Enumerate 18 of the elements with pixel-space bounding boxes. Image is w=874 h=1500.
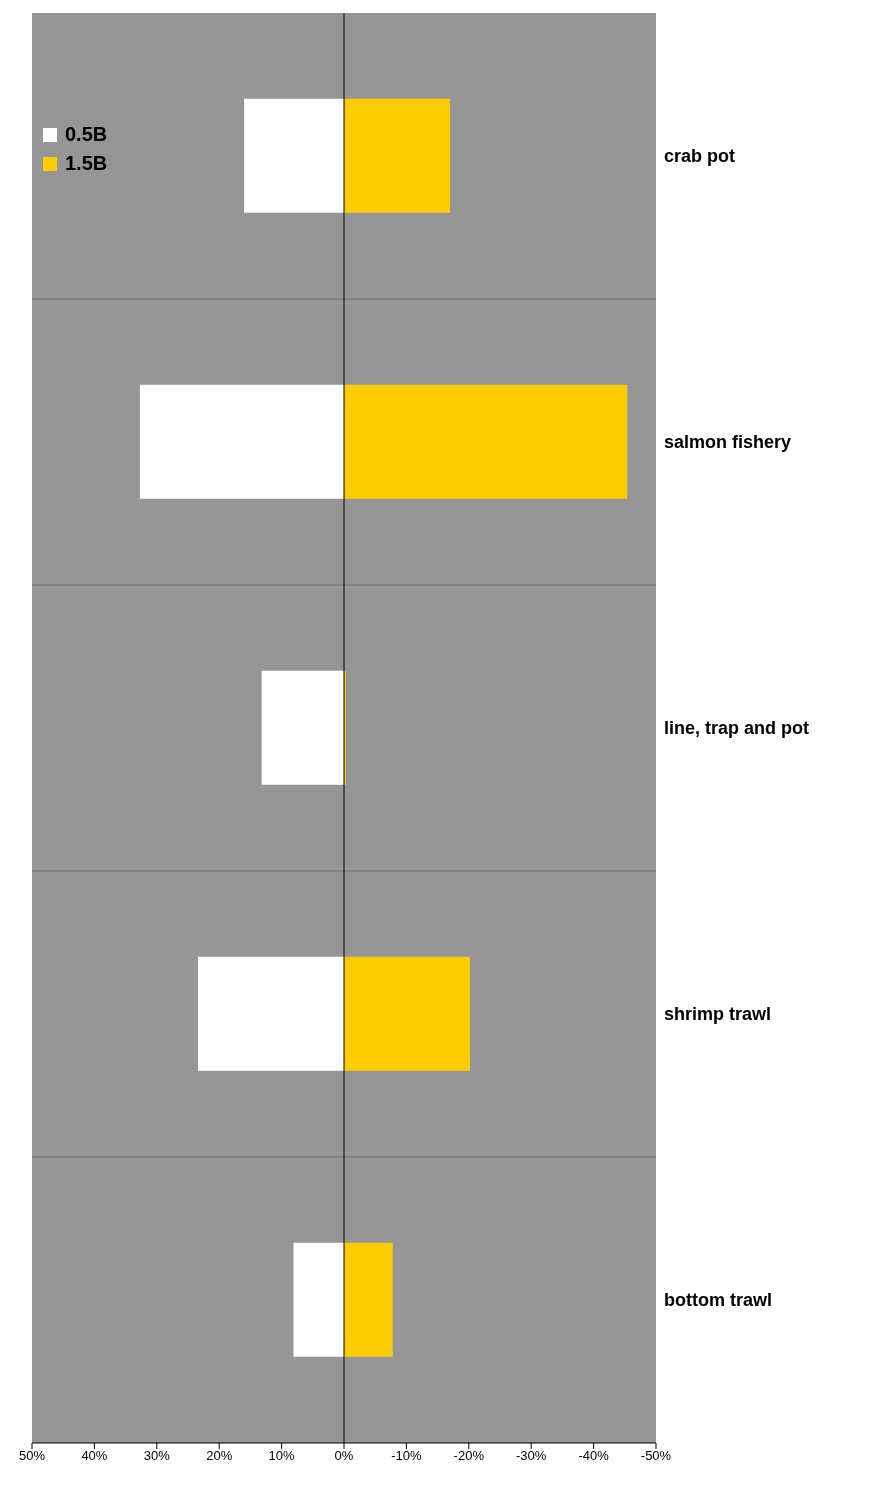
x-tick-label: -40%	[578, 1448, 610, 1464]
legend-label: 1.5B	[65, 152, 108, 175]
x-tick-label: -10%	[391, 1448, 423, 1464]
x-tick-label: 40%	[81, 1448, 108, 1464]
x-tick-label: -20%	[453, 1448, 485, 1464]
y-tick-label: line, trap and pot	[664, 718, 810, 739]
y-tick-label: bottom trawl	[664, 1290, 772, 1311]
x-tick-label: 30%	[143, 1448, 171, 1464]
x-tick-label: 10%	[268, 1448, 296, 1464]
x-tick-label: 0%	[334, 1448, 354, 1464]
legend-label: 0.5B	[65, 123, 108, 146]
y-tick-label: shrimp trawl	[664, 1004, 772, 1025]
y-tick-label: salmon fishery	[664, 432, 792, 453]
x-tick-label: -50%	[640, 1448, 672, 1464]
x-tick-label: -30%	[516, 1448, 547, 1464]
x-tick-label: 50%	[18, 1448, 46, 1464]
x-tick-label: 20%	[206, 1448, 233, 1464]
y-tick-label: crab pot	[664, 146, 736, 167]
